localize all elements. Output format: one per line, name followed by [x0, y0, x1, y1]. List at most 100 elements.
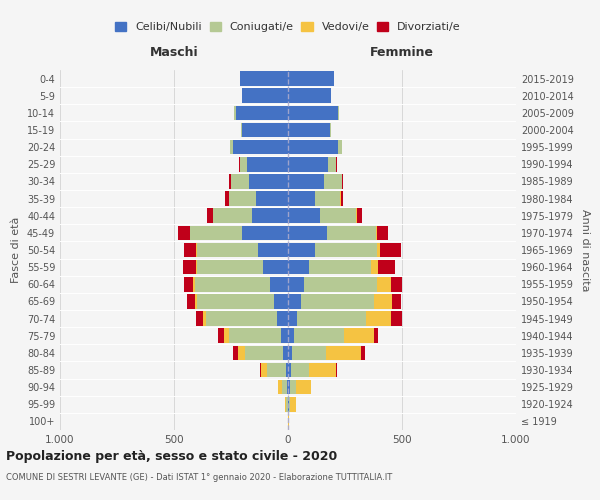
Bar: [235, 106, 236, 120]
Bar: [270, 277, 288, 291]
Bar: [184, 242, 196, 258]
Bar: [233, 140, 288, 154]
Bar: [286, 362, 288, 378]
Bar: [196, 260, 197, 274]
Text: COMUNE DI SESTRI LEVANTE (GE) - Dati ISTAT 1° gennaio 2020 - Elaborazione TUTTIT: COMUNE DI SESTRI LEVANTE (GE) - Dati IST…: [6, 472, 392, 482]
Bar: [391, 312, 402, 326]
Bar: [242, 226, 288, 240]
Bar: [344, 328, 373, 343]
Bar: [338, 140, 341, 154]
Bar: [288, 88, 331, 103]
Bar: [278, 380, 283, 394]
Bar: [288, 277, 304, 291]
Bar: [259, 242, 288, 258]
Bar: [328, 157, 336, 172]
Bar: [196, 242, 197, 258]
Bar: [377, 277, 391, 291]
Bar: [226, 192, 229, 206]
Bar: [240, 72, 288, 86]
Bar: [286, 397, 287, 411]
Bar: [341, 192, 343, 206]
Bar: [288, 380, 290, 394]
Bar: [231, 174, 249, 188]
Bar: [288, 397, 289, 411]
Bar: [330, 122, 331, 138]
Bar: [288, 174, 325, 188]
Bar: [197, 260, 263, 274]
Bar: [194, 294, 197, 308]
Bar: [341, 140, 342, 154]
Bar: [316, 242, 377, 258]
Bar: [288, 260, 308, 274]
Bar: [365, 312, 391, 326]
Y-axis label: Fasce di età: Fasce di età: [11, 217, 21, 283]
Bar: [183, 260, 196, 274]
Bar: [391, 277, 402, 291]
Bar: [229, 192, 256, 206]
Bar: [373, 328, 378, 343]
Text: Maschi: Maschi: [149, 46, 199, 59]
Bar: [238, 346, 245, 360]
Bar: [260, 362, 268, 378]
Bar: [288, 122, 330, 138]
Bar: [336, 157, 337, 172]
Bar: [291, 362, 309, 378]
Bar: [256, 192, 288, 206]
Bar: [263, 260, 288, 274]
Bar: [224, 328, 229, 343]
Bar: [268, 362, 286, 378]
Bar: [287, 380, 288, 394]
Bar: [229, 174, 231, 188]
Bar: [294, 328, 344, 343]
Bar: [242, 88, 288, 103]
Bar: [292, 346, 326, 360]
Bar: [178, 226, 190, 240]
Bar: [327, 226, 376, 240]
Y-axis label: Anni di nascita: Anni di nascita: [580, 209, 590, 291]
Bar: [316, 192, 340, 206]
Bar: [236, 106, 288, 120]
Bar: [288, 192, 316, 206]
Bar: [196, 312, 203, 326]
Bar: [241, 122, 242, 138]
Bar: [207, 208, 213, 223]
Bar: [380, 242, 401, 258]
Bar: [242, 122, 288, 138]
Bar: [190, 226, 242, 240]
Bar: [206, 312, 277, 326]
Bar: [377, 242, 380, 258]
Bar: [187, 294, 194, 308]
Bar: [245, 346, 283, 360]
Bar: [288, 414, 289, 428]
Bar: [288, 226, 327, 240]
Text: Femmine: Femmine: [370, 46, 434, 59]
Bar: [233, 346, 238, 360]
Bar: [193, 277, 194, 291]
Bar: [301, 294, 373, 308]
Bar: [288, 294, 301, 308]
Bar: [197, 294, 274, 308]
Bar: [296, 380, 311, 394]
Bar: [290, 380, 296, 394]
Bar: [377, 226, 388, 240]
Bar: [277, 312, 288, 326]
Bar: [247, 157, 288, 172]
Bar: [373, 294, 392, 308]
Bar: [197, 242, 259, 258]
Bar: [356, 208, 357, 223]
Bar: [281, 328, 288, 343]
Bar: [239, 157, 240, 172]
Bar: [392, 294, 401, 308]
Bar: [274, 294, 288, 308]
Bar: [249, 174, 288, 188]
Bar: [288, 328, 294, 343]
Bar: [218, 328, 224, 343]
Bar: [308, 260, 371, 274]
Bar: [285, 397, 286, 411]
Legend: Celibi/Nubili, Coniugati/e, Vedovi/e, Divorziati/e: Celibi/Nubili, Coniugati/e, Vedovi/e, Di…: [113, 20, 463, 34]
Bar: [288, 106, 338, 120]
Bar: [251, 208, 288, 223]
Bar: [194, 277, 270, 291]
Bar: [230, 140, 233, 154]
Bar: [290, 397, 296, 411]
